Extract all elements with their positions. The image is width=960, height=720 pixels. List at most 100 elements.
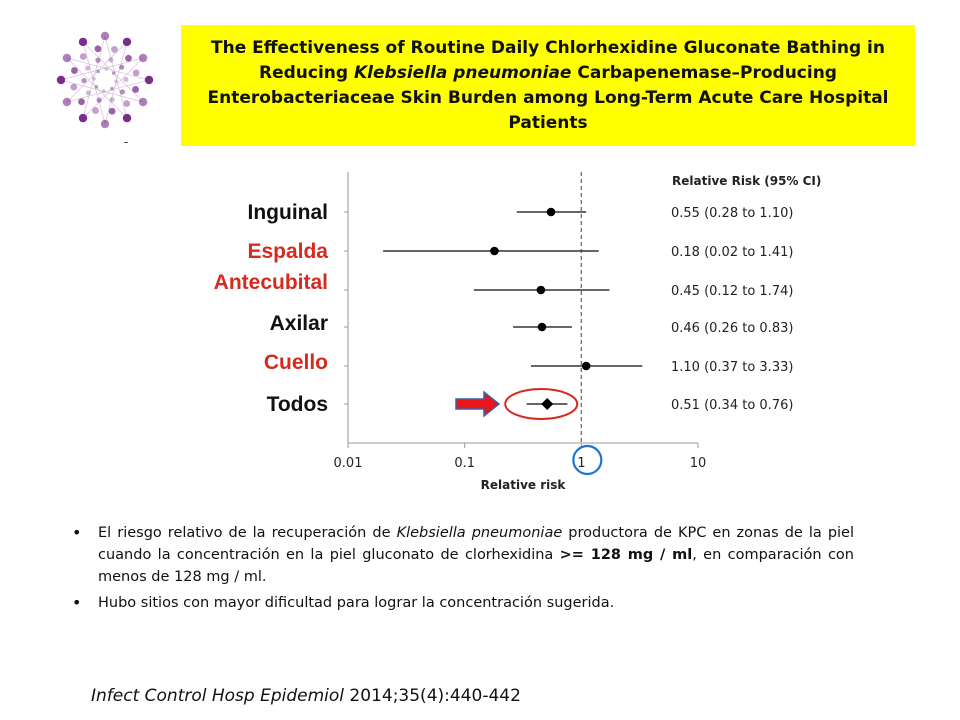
x-axis-title: Relative risk [481, 478, 567, 492]
logo-dot [78, 37, 88, 47]
logo-dot [85, 90, 91, 96]
slide-title: The Effectiveness of Routine Daily Chlor… [181, 36, 915, 136]
logo-line [104, 35, 128, 119]
logo-dot [104, 67, 109, 71]
logo-line [66, 57, 128, 119]
logo-line [60, 79, 144, 103]
logo-line [66, 57, 150, 81]
ci-value-label: 0.45 (0.12 to 1.74) [671, 284, 793, 299]
logo: - [56, 31, 154, 149]
ci-value-label: 0.18 (0.02 to 1.41) [671, 245, 793, 260]
bullet-item: Hubo sitios con mayor dificultad para lo… [72, 592, 854, 614]
logo-line [82, 35, 106, 119]
logo-dot [122, 37, 132, 47]
logo-dot [85, 65, 91, 71]
logo-line [82, 57, 144, 119]
x-tick-label: 0.01 [334, 456, 363, 471]
logo-dot [81, 77, 87, 84]
logo-dot [111, 71, 116, 75]
x-tick-label: 1 [577, 456, 585, 471]
logo-dot [100, 119, 110, 129]
logo-dot [92, 107, 99, 114]
logo-dot [78, 98, 85, 106]
logo-dot [62, 97, 72, 107]
logo-caption: - [124, 135, 128, 149]
logo-dot [92, 76, 96, 81]
logo-dot [132, 69, 140, 77]
logo-dot [110, 86, 114, 91]
logo-dot [114, 79, 118, 84]
logo-dot [94, 45, 102, 53]
logo-dot [100, 31, 110, 41]
highlight-arrow [455, 390, 501, 418]
logo-dot [125, 54, 132, 62]
logo-line [60, 57, 144, 81]
x-tick-label: 10 [690, 456, 707, 471]
ci-value-label: 1.10 (0.37 to 3.33) [671, 360, 793, 375]
bullet-text: productora de KPC en zonas de la piel cu… [98, 525, 855, 563]
logo-line [82, 41, 106, 125]
title-banner: The Effectiveness of Routine Daily Chlor… [181, 25, 915, 146]
logo-dot [96, 69, 100, 74]
citation-ref: 2014;35(4):440-442 [344, 686, 521, 706]
logo-dot [123, 100, 131, 107]
bullet-text: Hubo sitios con mayor dificultad para lo… [98, 595, 615, 611]
row-label: Todos [267, 393, 328, 416]
ci-value-label: 0.46 (0.26 to 0.83) [671, 321, 793, 336]
bullet-list: El riesgo relativo de la recuperación de… [72, 522, 854, 614]
logo-dot [144, 75, 154, 85]
logo-dot [119, 64, 125, 70]
logo-dot [62, 53, 72, 63]
logo-dot [109, 97, 115, 103]
point-estimate [546, 207, 556, 217]
title-part-1: The Effectiveness of Routine Daily Chlor… [211, 37, 885, 83]
logo-dot [70, 83, 78, 91]
bullet-italic: Klebsiella pneumoniae [396, 525, 563, 541]
logo-line [104, 41, 128, 125]
point-estimate-diamond [541, 398, 554, 410]
logo-dot [132, 86, 139, 93]
logo-dot [78, 113, 88, 123]
bullet-text: El riesgo relativo de la recuperación de [98, 525, 397, 541]
logo-dot [138, 97, 148, 107]
logo-dot [101, 89, 106, 93]
logo-dot [122, 113, 132, 123]
row-label: Inguinal [248, 201, 329, 224]
logo-dot [108, 107, 116, 115]
highlight-ellipse [504, 388, 579, 420]
logo-line [82, 41, 144, 103]
ci-column-header: Relative Risk (95% CI) [672, 174, 821, 188]
row-label: Cuello [264, 351, 328, 374]
logo-dot [138, 53, 148, 63]
row-label: Antecubital [214, 271, 328, 294]
title-italic-organism: Klebsiella pneumoniae [354, 62, 572, 83]
ci-value-label: 0.51 (0.34 to 0.76) [671, 398, 793, 413]
x-tick-label: 0.1 [454, 456, 475, 471]
point-estimate [536, 285, 546, 295]
title-part-2: Carbapenemase–Producing Enterobacteriace… [207, 62, 889, 133]
logo-dot [94, 85, 99, 89]
logo-line [66, 41, 128, 103]
point-estimate [490, 246, 499, 256]
point-estimate [581, 361, 591, 371]
logo-dot [111, 46, 118, 53]
logo-dot [95, 57, 101, 63]
logo-dot [108, 57, 114, 63]
point-estimate [537, 322, 547, 332]
logo-dot [96, 97, 102, 103]
citation-journal: Infect Control Hosp Epidemiol [91, 686, 345, 706]
logo-dot [71, 67, 78, 74]
logo-dot [119, 89, 125, 95]
forest-plot: 0.01 0.1 1 10 Relative risk Relative Risk (95… [214, 172, 821, 492]
logo-dot [123, 76, 129, 83]
ci-value-label: 0.55 (0.28 to 1.10) [671, 206, 793, 221]
bullet-text: , en comparación con menos de 128 mg / m… [98, 547, 854, 585]
logo-mark [56, 31, 154, 129]
bullet-bold: >= 128 mg / ml [559, 547, 693, 563]
logo-line [66, 79, 150, 103]
highlight-circle-one [572, 444, 603, 476]
citation: Infect Control Hosp Epidemiol 2014;35(4)… [91, 686, 521, 706]
row-label: Axilar [270, 312, 328, 335]
row-label: Espalda [247, 240, 328, 263]
logo-dot [79, 53, 87, 60]
